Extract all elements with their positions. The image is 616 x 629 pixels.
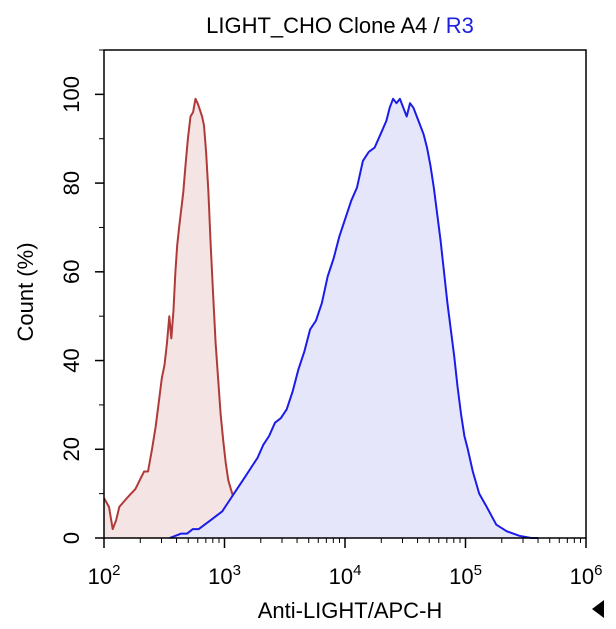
- title-sample: LIGHT_CHO Clone A4: [206, 13, 427, 38]
- x-tick-label: 104: [329, 562, 362, 589]
- series-2-line: [169, 97, 538, 539]
- x-tick-label: 102: [88, 562, 121, 589]
- x-tick-label: 103: [208, 562, 241, 589]
- y-tick-label: 80: [59, 171, 84, 195]
- x-tick-label: 105: [449, 562, 482, 589]
- chart-title: LIGHT_CHO Clone A4 / R3: [206, 13, 474, 38]
- x-axis-label: Anti-LIGHT/APC-H: [258, 598, 443, 623]
- y-axis: 0 20 40 60 80 100: [59, 49, 104, 544]
- title-gate: R3: [446, 13, 474, 38]
- y-axis-label: Count (%): [13, 242, 38, 341]
- y-tick-label: 40: [59, 348, 84, 372]
- y-tick-label: 20: [59, 437, 84, 461]
- y-tick-label: 0: [59, 532, 84, 544]
- plot-series: [103, 97, 538, 539]
- x-axis: 102 103 104 105 106: [88, 538, 603, 589]
- previous-arrow-icon[interactable]: [592, 600, 604, 618]
- title-separator: /: [427, 13, 445, 38]
- series-2-area: [169, 98, 538, 539]
- y-tick-label: 60: [59, 260, 84, 284]
- series-1-area: [104, 98, 300, 539]
- x-tick-label: 106: [570, 562, 603, 589]
- y-tick-label: 100: [59, 76, 84, 113]
